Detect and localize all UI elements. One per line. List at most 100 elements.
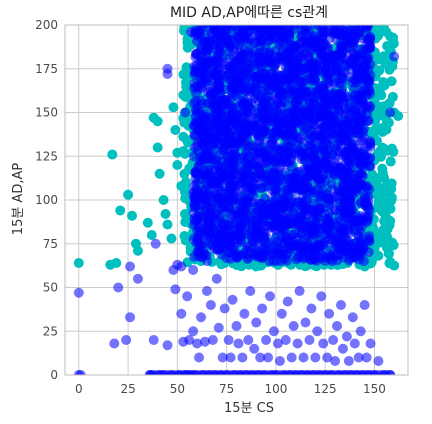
data-point <box>162 340 173 351</box>
data-point <box>375 192 386 203</box>
y-tick-label: 0 <box>50 368 58 382</box>
data-point <box>270 155 281 166</box>
data-point <box>242 198 253 209</box>
data-point <box>311 255 322 266</box>
data-point <box>340 165 351 176</box>
data-point <box>225 181 236 192</box>
data-point <box>182 135 193 146</box>
y-tick-label: 75 <box>43 237 58 251</box>
data-point <box>319 237 330 248</box>
data-point <box>299 245 310 256</box>
data-point <box>260 121 271 132</box>
data-point <box>198 246 209 257</box>
data-point <box>229 114 240 125</box>
data-point <box>227 35 238 46</box>
data-point <box>224 61 235 72</box>
data-point <box>254 147 265 158</box>
data-point <box>179 230 190 241</box>
data-point <box>294 146 305 157</box>
data-point <box>188 326 199 337</box>
data-point <box>113 282 124 293</box>
y-tick-label: 100 <box>35 193 58 207</box>
data-point <box>267 68 278 79</box>
data-point <box>373 85 384 96</box>
data-point <box>269 166 280 177</box>
data-point <box>233 101 244 112</box>
data-point <box>231 321 242 331</box>
data-point <box>73 258 84 268</box>
data-point <box>188 151 199 162</box>
data-point <box>190 48 201 59</box>
data-point <box>189 180 200 191</box>
data-point <box>211 192 222 203</box>
data-point <box>241 127 252 138</box>
data-point <box>271 93 282 104</box>
data-point <box>201 112 212 123</box>
data-point <box>190 193 201 204</box>
data-point <box>365 139 376 150</box>
data-point <box>180 193 191 204</box>
data-point <box>275 25 286 36</box>
data-point <box>353 231 364 242</box>
data-point <box>337 343 348 354</box>
data-point <box>170 284 181 295</box>
data-point <box>379 172 390 183</box>
data-point <box>334 106 345 117</box>
data-point <box>249 343 260 354</box>
data-point <box>211 154 222 165</box>
data-point <box>354 149 365 160</box>
data-point <box>263 352 274 363</box>
data-point <box>325 57 336 68</box>
data-point <box>199 336 210 347</box>
data-point <box>217 165 228 176</box>
data-point <box>109 338 120 349</box>
data-point <box>249 156 260 167</box>
x-tick-label: 75 <box>219 382 234 396</box>
data-point <box>176 261 187 272</box>
data-point <box>321 252 332 263</box>
data-point <box>309 75 320 86</box>
data-point <box>142 217 153 228</box>
data-point <box>341 331 352 342</box>
data-point <box>318 338 329 349</box>
data-point <box>255 352 266 363</box>
data-point <box>269 33 280 44</box>
data-point <box>364 102 375 113</box>
data-point <box>199 134 210 145</box>
data-point <box>242 37 253 48</box>
data-point <box>304 335 315 345</box>
data-point <box>359 300 370 310</box>
data-point <box>330 250 341 261</box>
data-point <box>287 40 298 51</box>
data-point <box>201 69 212 80</box>
data-point <box>132 273 143 284</box>
data-point <box>287 124 298 135</box>
data-point <box>245 48 256 59</box>
data-point <box>294 75 305 86</box>
data-point <box>271 256 282 267</box>
data-point <box>252 225 263 236</box>
data-point <box>387 61 398 72</box>
data-point <box>218 137 229 148</box>
data-point <box>334 89 345 100</box>
data-point <box>378 77 389 88</box>
data-point <box>275 199 286 210</box>
data-point <box>237 352 248 363</box>
data-point <box>180 216 191 227</box>
x-tick-label: 100 <box>264 382 287 396</box>
data-point <box>350 50 361 61</box>
data-point <box>298 115 309 126</box>
data-point <box>306 184 317 195</box>
data-point <box>221 25 232 33</box>
data-point <box>261 335 272 345</box>
data-point <box>213 322 224 333</box>
data-point <box>158 195 169 205</box>
data-point <box>207 335 218 345</box>
data-point <box>363 196 374 207</box>
data-point <box>310 129 321 140</box>
data-point <box>361 72 372 83</box>
data-point <box>269 102 280 113</box>
data-point <box>323 26 334 37</box>
data-point <box>251 129 262 140</box>
